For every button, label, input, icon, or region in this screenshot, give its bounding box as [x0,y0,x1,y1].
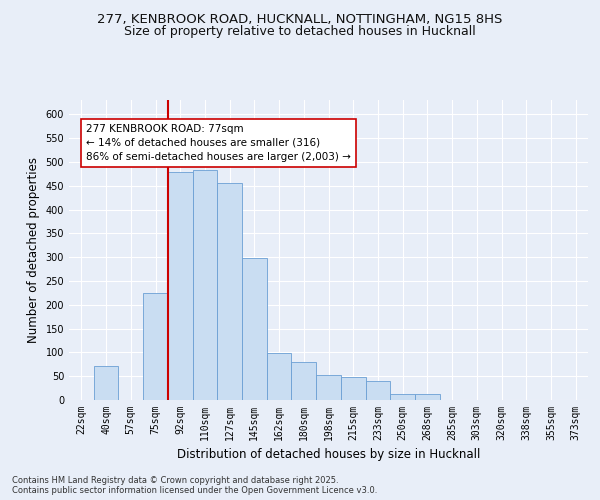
Bar [193,170,217,400]
Bar [341,377,365,400]
Bar [292,362,316,400]
Text: Size of property relative to detached houses in Hucknall: Size of property relative to detached ho… [124,25,476,38]
Bar [390,394,415,400]
Bar [168,172,193,400]
Bar [415,394,440,400]
X-axis label: Distribution of detached houses by size in Hucknall: Distribution of detached houses by size … [177,448,480,462]
Text: 277, KENBROOK ROAD, HUCKNALL, NOTTINGHAM, NG15 8HS: 277, KENBROOK ROAD, HUCKNALL, NOTTINGHAM… [97,12,503,26]
Bar [242,258,267,400]
Bar [143,294,168,400]
Bar [267,354,292,400]
Text: Contains HM Land Registry data © Crown copyright and database right 2025.
Contai: Contains HM Land Registry data © Crown c… [12,476,377,495]
Bar [316,375,341,400]
Bar [365,381,390,400]
Y-axis label: Number of detached properties: Number of detached properties [27,157,40,343]
Text: 277 KENBROOK ROAD: 77sqm
← 14% of detached houses are smaller (316)
86% of semi-: 277 KENBROOK ROAD: 77sqm ← 14% of detach… [86,124,351,162]
Bar [94,366,118,400]
Bar [217,184,242,400]
